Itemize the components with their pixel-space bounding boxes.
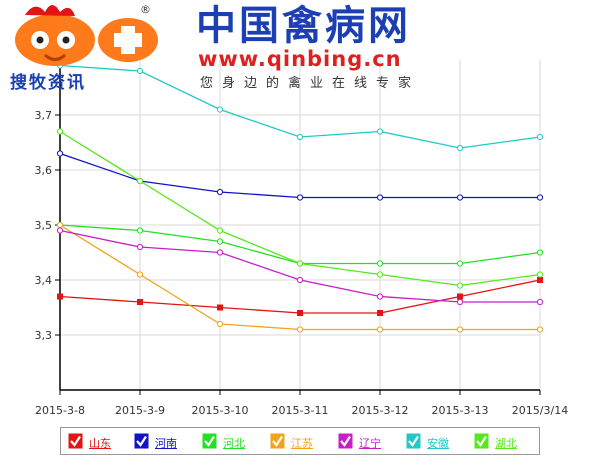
data-point: [376, 271, 384, 278]
data-point: [56, 221, 64, 229]
data-point: [56, 150, 64, 157]
site-url: www.qinbing.cn: [198, 47, 402, 71]
data-point: [376, 293, 384, 300]
data-point: [456, 144, 464, 152]
chart-grid: [60, 60, 541, 390]
data-point: [136, 271, 144, 278]
data-point: [56, 227, 64, 234]
y-tick-label: 3,4: [35, 274, 53, 287]
x-tick-label: 2015-3-9: [115, 404, 165, 417]
legend-label: 安徽: [427, 437, 449, 450]
data-point: [56, 128, 64, 135]
x-tick-label: 2015-3-13: [432, 404, 489, 417]
checkbox-icon[interactable]: [474, 433, 489, 449]
registered-mark: ®: [140, 3, 151, 16]
legend-label: 山东: [89, 437, 111, 450]
data-point: [456, 298, 464, 306]
legend-label: 河北: [223, 437, 245, 450]
data-point: [536, 249, 544, 256]
data-point: [216, 238, 224, 245]
legend-label: 江苏: [291, 437, 313, 450]
data-point: [457, 293, 463, 300]
data-point: [456, 194, 464, 201]
data-point: [136, 177, 144, 185]
data-point: [216, 227, 224, 234]
data-point: [216, 106, 224, 113]
series-6: [56, 128, 544, 289]
data-point: [376, 260, 384, 267]
data-point: [376, 128, 384, 135]
data-point: [376, 194, 384, 201]
legend-label: 河南: [155, 437, 177, 450]
data-point: [57, 293, 63, 300]
data-point: [376, 326, 384, 333]
data-point: [536, 194, 544, 201]
chart-legend: 山东 河南 河北 江苏 辽宁 安徽 湖北: [60, 427, 540, 455]
data-point: [296, 133, 304, 141]
data-point: [296, 194, 304, 201]
y-tick-label: 3,6: [35, 164, 53, 177]
x-tick-label: 2015-3-10: [192, 404, 249, 417]
data-point: [537, 277, 543, 283]
data-point: [456, 326, 464, 333]
rooster-mascot-icon: [15, 5, 158, 66]
chart-axes: [55, 60, 541, 395]
data-point: [536, 298, 544, 306]
data-point: [217, 304, 223, 311]
data-point: [136, 67, 144, 75]
logo-name: 搜牧资讯: [10, 73, 86, 93]
data-point: [536, 271, 544, 278]
data-point: [296, 326, 304, 333]
data-point: [297, 310, 303, 316]
x-tick-label: 2015/3/14: [512, 404, 568, 417]
data-point: [216, 320, 224, 328]
y-tick-label: 3,7: [35, 109, 53, 122]
data-point: [456, 282, 464, 289]
checkbox-icon[interactable]: [68, 433, 83, 449]
x-tick-label: 2015-3-12: [352, 404, 409, 417]
site-slogan: 您身边的禽业在线专家: [200, 76, 421, 91]
data-point: [536, 326, 544, 333]
data-point: [456, 260, 464, 267]
chart-tick-labels: 3,3 3,4 3,5 3,6 3,7 2015-3-8 2015-3-9 2015-3-10…: [35, 109, 569, 417]
data-point: [136, 227, 144, 234]
checkbox-icon[interactable]: [202, 433, 217, 449]
legend-label: 辽宁: [359, 437, 381, 450]
y-tick-label: 3,5: [35, 219, 53, 232]
site-title: 中国禽病网: [196, 3, 411, 49]
y-tick-label: 3,3: [35, 329, 53, 342]
checkbox-icon[interactable]: [338, 433, 353, 449]
checkbox-icon[interactable]: [134, 433, 149, 449]
data-point: [136, 243, 144, 251]
series-3: [56, 221, 544, 333]
data-point: [216, 249, 224, 256]
legend-label: 湖北: [495, 437, 517, 450]
site-header: ® 搜牧资讯 中国禽病网 www.qinbing.cn 您身边的禽业在线专家: [0, 0, 600, 95]
checkbox-icon[interactable]: [406, 433, 421, 449]
x-tick-label: 2015-3-8: [35, 404, 85, 417]
checkbox-icon[interactable]: [270, 433, 285, 449]
data-point: [216, 188, 224, 196]
series-4: [56, 227, 544, 306]
data-point: [536, 133, 544, 141]
series-0: [57, 277, 543, 316]
x-tick-label: 2015-3-11: [272, 404, 329, 417]
data-point: [296, 260, 304, 267]
data-point: [377, 310, 383, 316]
data-point: [137, 299, 143, 305]
data-point: [296, 276, 304, 284]
